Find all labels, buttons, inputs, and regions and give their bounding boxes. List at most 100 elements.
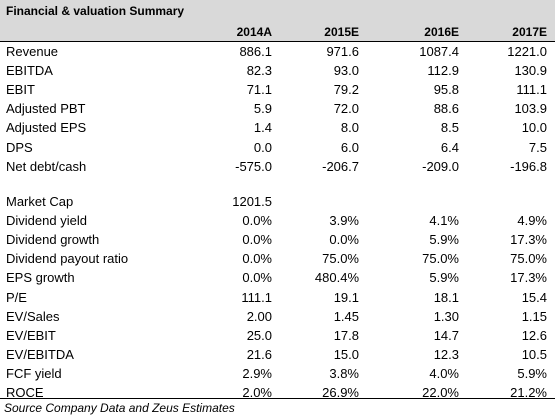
- row-value: 111.1: [516, 82, 547, 98]
- row-label: EV/Sales: [6, 308, 60, 324]
- row-value: 82.3: [246, 63, 272, 79]
- row-value: 79.2: [333, 82, 359, 98]
- row-value: 886.1: [239, 44, 272, 59]
- bottom-divider: [0, 398, 555, 399]
- row-label: Adjusted EPS: [6, 120, 87, 136]
- row-value: 6.0: [340, 139, 359, 155]
- row-label: FCF yield: [6, 365, 62, 381]
- table-row: EBITDA 82.3 93.0 112.9 130.9: [0, 61, 555, 80]
- table-row: Revenue 886.1 971.6 1087.4 1221.0: [0, 42, 555, 61]
- row-value: 5.9%: [429, 232, 459, 248]
- row-value: 1.30: [433, 308, 459, 324]
- row-value: 0.0%: [242, 251, 272, 267]
- row-label: Revenue: [6, 44, 59, 59]
- table-row: Dividend yield 0.0% 3.9% 4.1% 4.9%: [0, 211, 555, 230]
- row-label: Market Cap: [6, 194, 74, 209]
- row-value: -575.0: [235, 158, 272, 174]
- row-value: -209.0: [422, 158, 459, 174]
- row-value: 17.3%: [510, 232, 547, 248]
- table-row: Adjusted EPS 1.4 8.0 8.5 10.0: [0, 118, 555, 137]
- column-header-2016e: 2016E: [424, 25, 459, 39]
- table-row: EBIT 71.1 79.2 95.8 111.1: [0, 80, 555, 99]
- row-value: 25.0: [246, 327, 272, 343]
- table-title: Financial & valuation Summary: [6, 4, 185, 18]
- row-value: -206.7: [322, 158, 359, 174]
- title-bar: Financial & valuation Summary: [0, 0, 555, 22]
- table-row: EV/Sales 2.00 1.45 1.30 1.15: [0, 307, 555, 326]
- row-value: 0.0%: [329, 232, 359, 248]
- row-value: 75.0%: [510, 251, 547, 267]
- row-label: EBITDA: [6, 63, 53, 79]
- row-value: 103.9: [514, 101, 547, 117]
- row-value: 88.6: [433, 101, 459, 117]
- row-value: 75.0%: [322, 251, 359, 267]
- row-value: 112.9: [427, 63, 459, 79]
- row-value: 12.3: [433, 346, 459, 362]
- table-row: EV/EBITDA 21.6 15.0 12.3 10.5: [0, 345, 555, 364]
- row-value: 22.0%: [422, 385, 459, 400]
- row-value: 2.0%: [242, 385, 272, 400]
- row-value: -196.8: [510, 158, 547, 174]
- row-label: DPS: [6, 139, 33, 155]
- row-value: 480.4%: [314, 270, 359, 286]
- table-row: Market Cap 1201.5: [0, 192, 555, 211]
- row-value: 72.0: [333, 101, 359, 117]
- row-value: 0.0%: [242, 232, 272, 248]
- row-value: 8.0: [340, 120, 359, 136]
- row-value: 4.0%: [429, 365, 459, 381]
- row-value: 0.0%: [242, 270, 272, 286]
- row-value: 5.9%: [517, 365, 547, 381]
- row-value: 7.5: [528, 139, 547, 155]
- table-row: EPS growth 0.0% 480.4% 5.9% 17.3%: [0, 268, 555, 287]
- row-value: 1.4: [253, 120, 272, 136]
- row-value: 17.8: [333, 327, 359, 343]
- row-value: 2.00: [246, 308, 272, 324]
- row-value: 0.0: [253, 139, 272, 155]
- row-value: 15.4: [521, 289, 547, 305]
- row-value: 1221.0: [507, 44, 547, 59]
- row-value: 0.0%: [242, 213, 272, 229]
- row-value: 71.1: [246, 82, 272, 98]
- row-value: 2.9%: [242, 365, 272, 381]
- row-value: 3.9%: [329, 213, 359, 229]
- row-value: 4.1%: [429, 213, 459, 229]
- row-value: 1.45: [333, 308, 359, 324]
- row-value: 12.6: [521, 327, 547, 343]
- row-label: EBIT: [6, 82, 35, 98]
- row-label: EV/EBITDA: [6, 346, 74, 362]
- table-row: Dividend growth 0.0% 0.0% 5.9% 17.3%: [0, 230, 555, 249]
- row-value: 14.7: [433, 327, 459, 343]
- row-value: 971.6: [326, 44, 359, 59]
- row-label: Net debt/cash: [6, 158, 87, 174]
- row-value: 130.9: [514, 63, 547, 79]
- row-value: 18.1: [433, 289, 459, 305]
- row-value: 4.9%: [517, 213, 547, 229]
- table-row: Net debt/cash -575.0 -206.7 -209.0 -196.8: [0, 157, 555, 176]
- row-value: 10.0: [521, 120, 547, 136]
- row-value: 15.0: [333, 346, 359, 362]
- table-row: FCF yield 2.9% 3.8% 4.0% 5.9%: [0, 364, 555, 383]
- row-value: 5.9%: [429, 270, 459, 286]
- row-value: 6.4: [440, 139, 459, 155]
- row-value: 21.6: [246, 346, 272, 362]
- table-row: Adjusted PBT 5.9 72.0 88.6 103.9: [0, 99, 555, 118]
- table-row: Dividend payout ratio 0.0% 75.0% 75.0% 75.0%: [0, 249, 555, 268]
- row-value: 19.1: [333, 289, 359, 305]
- row-label: EPS growth: [6, 270, 75, 286]
- column-header-2015e: 2015E: [324, 25, 359, 39]
- row-value: 1087.4: [419, 44, 459, 59]
- row-label: Dividend payout ratio: [6, 251, 129, 267]
- row-value: 26.9%: [322, 385, 359, 400]
- row-value: 21.2%: [510, 385, 547, 400]
- row-label: Adjusted PBT: [6, 101, 86, 117]
- table-row: EV/EBIT 25.0 17.8 14.7 12.6: [0, 326, 555, 345]
- row-label: ROCE: [6, 385, 44, 400]
- row-value: 111.1: [241, 289, 272, 305]
- column-header-2014a: 2014A: [236, 25, 272, 39]
- table-row: DPS 0.0 6.0 6.4 7.5: [0, 138, 555, 157]
- row-value: 5.9: [253, 101, 272, 117]
- row-value: 17.3%: [510, 270, 547, 286]
- table-row: P/E 111.1 19.1 18.1 15.4: [0, 288, 555, 307]
- row-value: 93.0: [333, 63, 359, 79]
- row-value: 1201.5: [232, 194, 272, 209]
